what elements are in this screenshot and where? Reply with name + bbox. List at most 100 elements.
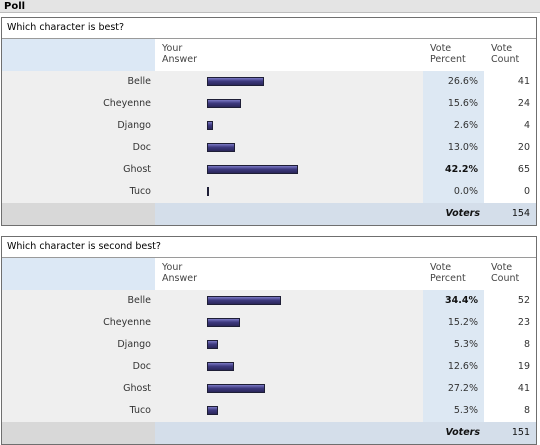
- header-your-answer: Your Answer: [162, 262, 197, 284]
- option-count-cell: 41: [484, 378, 536, 400]
- vote-percent: 42.2%: [445, 164, 478, 175]
- option-percent-cell: 12.6%: [423, 356, 484, 378]
- option-answer-cell: [155, 71, 423, 93]
- footer-answer-cell: [155, 422, 423, 444]
- voters-total: 154: [511, 208, 530, 219]
- poll-option-row: Django 5.3% 8: [2, 334, 536, 356]
- vote-percent: 26.6%: [447, 76, 478, 87]
- vote-bar: [207, 165, 298, 174]
- header-vote-count: Vote Count: [491, 262, 519, 284]
- footer-voters-label-cell: Voters: [423, 422, 484, 444]
- header-percent-line1: Vote: [430, 43, 452, 54]
- option-name-cell: Belle: [2, 290, 155, 312]
- option-answer-cell: [155, 334, 423, 356]
- option-name: Cheyenne: [103, 317, 151, 328]
- vote-percent: 15.2%: [447, 317, 478, 328]
- option-answer-cell: [155, 159, 423, 181]
- vote-bar: [207, 77, 264, 86]
- poll-footer-row: Voters 151: [2, 422, 536, 444]
- header-your-answer: Your Answer: [162, 43, 197, 65]
- option-count-cell: 23: [484, 312, 536, 334]
- poll-option-row: Tuco 0.0% 0: [2, 181, 536, 203]
- option-name-cell: Ghost: [2, 159, 155, 181]
- option-name-cell: Doc: [2, 137, 155, 159]
- vote-bar: [207, 121, 213, 130]
- header-percent-line2: Percent: [430, 54, 466, 65]
- voters-label: Voters: [445, 208, 480, 219]
- option-percent-cell: 42.2%: [423, 159, 484, 181]
- header-percent-line2: Percent: [430, 273, 466, 284]
- vote-bar: [207, 340, 218, 349]
- poll-option-row: Ghost 42.2% 65: [2, 159, 536, 181]
- voters-total: 151: [511, 427, 530, 438]
- vote-count: 0: [523, 186, 530, 197]
- poll-header-row: Your Answer Vote Percent Vote Count: [2, 258, 536, 290]
- option-percent-cell: 27.2%: [423, 378, 484, 400]
- option-percent-cell: 2.6%: [423, 115, 484, 137]
- header-answer-line2: Answer: [162, 54, 197, 65]
- vote-count: 20: [517, 142, 530, 153]
- option-name: Django: [117, 120, 151, 131]
- option-name: Tuco: [129, 405, 151, 416]
- vote-count: 52: [517, 295, 530, 306]
- poll-second-best: Which character is second best? Your Answe…: [1, 236, 537, 445]
- option-name: Belle: [127, 76, 152, 87]
- option-percent-cell: 0.0%: [423, 181, 484, 203]
- option-count-cell: 52: [484, 290, 536, 312]
- poll-option-row: Ghost 27.2% 41: [2, 378, 536, 400]
- vote-count: 8: [523, 339, 530, 350]
- header-count-cell: Vote Count: [484, 39, 536, 71]
- option-answer-cell: [155, 290, 423, 312]
- footer-answer-cell: [155, 203, 423, 225]
- header-answer-line2: Answer: [162, 273, 197, 284]
- poll-question: Which character is second best?: [2, 237, 536, 258]
- header-percent-cell: Vote Percent: [423, 39, 484, 71]
- option-count-cell: 41: [484, 71, 536, 93]
- header-option-cell: [2, 258, 155, 290]
- option-name-cell: Django: [2, 115, 155, 137]
- vote-count: 41: [517, 76, 530, 87]
- option-percent-cell: 5.3%: [423, 334, 484, 356]
- option-name-cell: Cheyenne: [2, 93, 155, 115]
- header-answer-cell: Your Answer: [155, 39, 423, 71]
- option-percent-cell: 13.0%: [423, 137, 484, 159]
- option-count-cell: 65: [484, 159, 536, 181]
- poll-footer-row: Voters 154: [2, 203, 536, 225]
- vote-percent: 15.6%: [447, 98, 478, 109]
- option-answer-cell: [155, 312, 423, 334]
- vote-percent: 0.0%: [453, 186, 478, 197]
- option-name-cell: Doc: [2, 356, 155, 378]
- footer-blank-cell: [2, 203, 155, 225]
- option-answer-cell: [155, 181, 423, 203]
- option-count-cell: 19: [484, 356, 536, 378]
- vote-bar: [207, 362, 234, 371]
- vote-count: 8: [523, 405, 530, 416]
- header-answer-cell: Your Answer: [155, 258, 423, 290]
- option-name: Belle: [127, 295, 152, 306]
- page-title: Poll: [0, 0, 540, 13]
- option-name-cell: Tuco: [2, 181, 155, 203]
- footer-voters-label-cell: Voters: [423, 203, 484, 225]
- option-name: Django: [117, 339, 151, 350]
- option-name-cell: Tuco: [2, 400, 155, 422]
- header-vote-percent: Vote Percent: [430, 262, 466, 284]
- header-count-line1: Vote: [491, 262, 513, 273]
- option-answer-cell: [155, 93, 423, 115]
- poll-option-row: Tuco 5.3% 8: [2, 400, 536, 422]
- option-answer-cell: [155, 137, 423, 159]
- header-answer-line1: Your: [162, 43, 183, 54]
- option-name: Cheyenne: [103, 98, 151, 109]
- vote-count: 23: [517, 317, 530, 328]
- poll-option-row: Django 2.6% 4: [2, 115, 536, 137]
- header-count-cell: Vote Count: [484, 258, 536, 290]
- option-answer-cell: [155, 400, 423, 422]
- vote-bar: [207, 406, 218, 415]
- vote-bar: [207, 318, 240, 327]
- option-count-cell: 24: [484, 93, 536, 115]
- header-count-line1: Vote: [491, 43, 513, 54]
- option-answer-cell: [155, 356, 423, 378]
- option-name-cell: Django: [2, 334, 155, 356]
- option-count-cell: 4: [484, 115, 536, 137]
- poll-option-row: Cheyenne 15.2% 23: [2, 312, 536, 334]
- option-name-cell: Belle: [2, 71, 155, 93]
